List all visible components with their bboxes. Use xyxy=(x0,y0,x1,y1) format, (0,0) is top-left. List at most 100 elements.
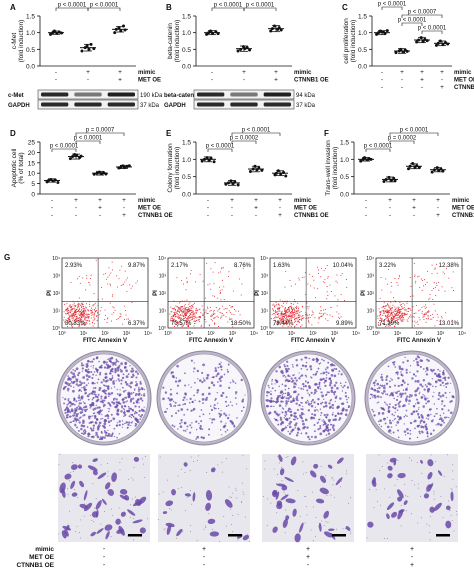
flow-event xyxy=(451,287,453,289)
flow-event xyxy=(390,317,392,319)
flow-event xyxy=(399,312,400,314)
invaded-cell xyxy=(210,467,216,473)
flow-event xyxy=(176,315,178,317)
quadrant-ur-value: 8.76% xyxy=(234,263,252,269)
colony xyxy=(62,387,65,390)
flow-event xyxy=(185,289,187,291)
flow-event xyxy=(387,315,389,317)
colony xyxy=(118,423,121,427)
y-axis-label: (fold induction) xyxy=(174,147,181,190)
y-tick-label: 10² xyxy=(53,291,61,297)
colony xyxy=(127,423,130,426)
colony xyxy=(409,365,412,367)
flow-event xyxy=(308,306,310,308)
membrane-pore xyxy=(141,458,143,460)
colony xyxy=(137,388,140,391)
colony xyxy=(84,410,87,413)
colony xyxy=(296,395,299,398)
colony xyxy=(218,415,221,418)
y-tick-label: 10¹ xyxy=(261,309,269,315)
flow-event xyxy=(85,321,87,323)
colony xyxy=(97,393,100,396)
flow-event xyxy=(379,313,381,315)
membrane-pore xyxy=(133,466,135,468)
flow-event xyxy=(89,320,91,322)
colony xyxy=(390,426,393,428)
y-tick-label: 0.0 xyxy=(182,64,191,71)
invaded-cell xyxy=(433,502,442,512)
flow-event xyxy=(199,274,201,276)
panel-letter: E xyxy=(166,129,172,138)
flow-event xyxy=(76,311,78,312)
colony xyxy=(321,358,323,361)
membrane-pore xyxy=(164,528,166,530)
flow-event xyxy=(299,311,301,313)
flow-event xyxy=(385,314,387,316)
flow-event xyxy=(284,307,286,309)
flow-event xyxy=(289,319,291,321)
colony xyxy=(380,373,383,376)
colony xyxy=(281,370,284,373)
colony xyxy=(92,412,95,415)
x-tick-label: 10³ xyxy=(229,331,237,337)
colony xyxy=(301,382,305,386)
data-point xyxy=(80,49,84,53)
flow-event xyxy=(414,320,416,322)
flow-event xyxy=(180,314,182,316)
flow-event xyxy=(213,317,215,319)
flow-event xyxy=(177,309,179,311)
flow-event xyxy=(192,307,194,309)
colony xyxy=(96,411,99,414)
colony xyxy=(380,396,382,399)
colony xyxy=(176,364,179,368)
membrane-pore xyxy=(211,528,213,530)
flow-event xyxy=(305,314,307,316)
colony xyxy=(124,396,128,399)
flow-event xyxy=(89,309,91,311)
colony xyxy=(313,393,315,395)
colony xyxy=(100,395,103,398)
flow-event xyxy=(331,315,333,317)
flow-event xyxy=(422,314,424,316)
flow-event xyxy=(287,311,289,313)
membrane-pore xyxy=(193,461,195,463)
flow-event xyxy=(100,306,102,308)
flow-event xyxy=(404,307,406,309)
colony xyxy=(280,390,284,394)
colony xyxy=(426,432,429,435)
invaded-cell xyxy=(166,524,172,535)
flow-event xyxy=(294,313,296,315)
colony xyxy=(217,366,220,369)
flow-event xyxy=(279,317,281,319)
colony xyxy=(75,383,78,386)
flow-event xyxy=(290,320,292,322)
colony xyxy=(111,361,115,365)
colony xyxy=(391,361,394,364)
colony xyxy=(437,374,440,377)
colony xyxy=(135,376,138,379)
colony xyxy=(333,367,336,370)
colony xyxy=(228,386,231,389)
colony xyxy=(311,413,314,416)
colony xyxy=(344,395,348,398)
flow-event xyxy=(180,319,182,320)
y-tick-label: 10⁰ xyxy=(260,326,268,332)
flow-event xyxy=(305,294,307,295)
flow-event xyxy=(414,276,416,277)
colony xyxy=(110,413,113,416)
colony xyxy=(392,419,394,422)
invaded-cell xyxy=(119,488,128,495)
flow-event xyxy=(438,289,440,291)
colony xyxy=(319,378,323,382)
colony xyxy=(394,408,397,410)
colony xyxy=(396,373,399,376)
flow-event xyxy=(220,312,222,314)
flow-event xyxy=(398,306,400,308)
y-tick-label: 10¹ xyxy=(367,309,375,315)
colony xyxy=(75,378,78,381)
flow-event xyxy=(299,319,300,321)
panel-letter: C xyxy=(342,3,348,12)
colony xyxy=(109,365,111,368)
colony xyxy=(286,364,289,368)
membrane-pore xyxy=(406,510,408,512)
